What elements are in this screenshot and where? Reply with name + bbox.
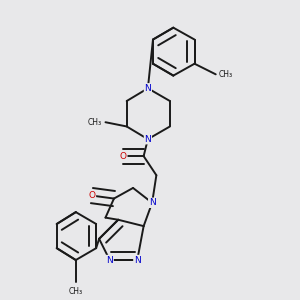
Text: CH₃: CH₃ [219, 70, 233, 79]
Text: N: N [145, 84, 151, 93]
Text: N: N [149, 198, 155, 207]
Text: CH₃: CH₃ [88, 118, 102, 127]
Text: O: O [120, 152, 127, 161]
Text: O: O [88, 191, 95, 200]
Text: N: N [134, 256, 141, 265]
Text: CH₃: CH₃ [69, 287, 83, 296]
Text: N: N [106, 256, 113, 265]
Text: N: N [145, 135, 151, 144]
